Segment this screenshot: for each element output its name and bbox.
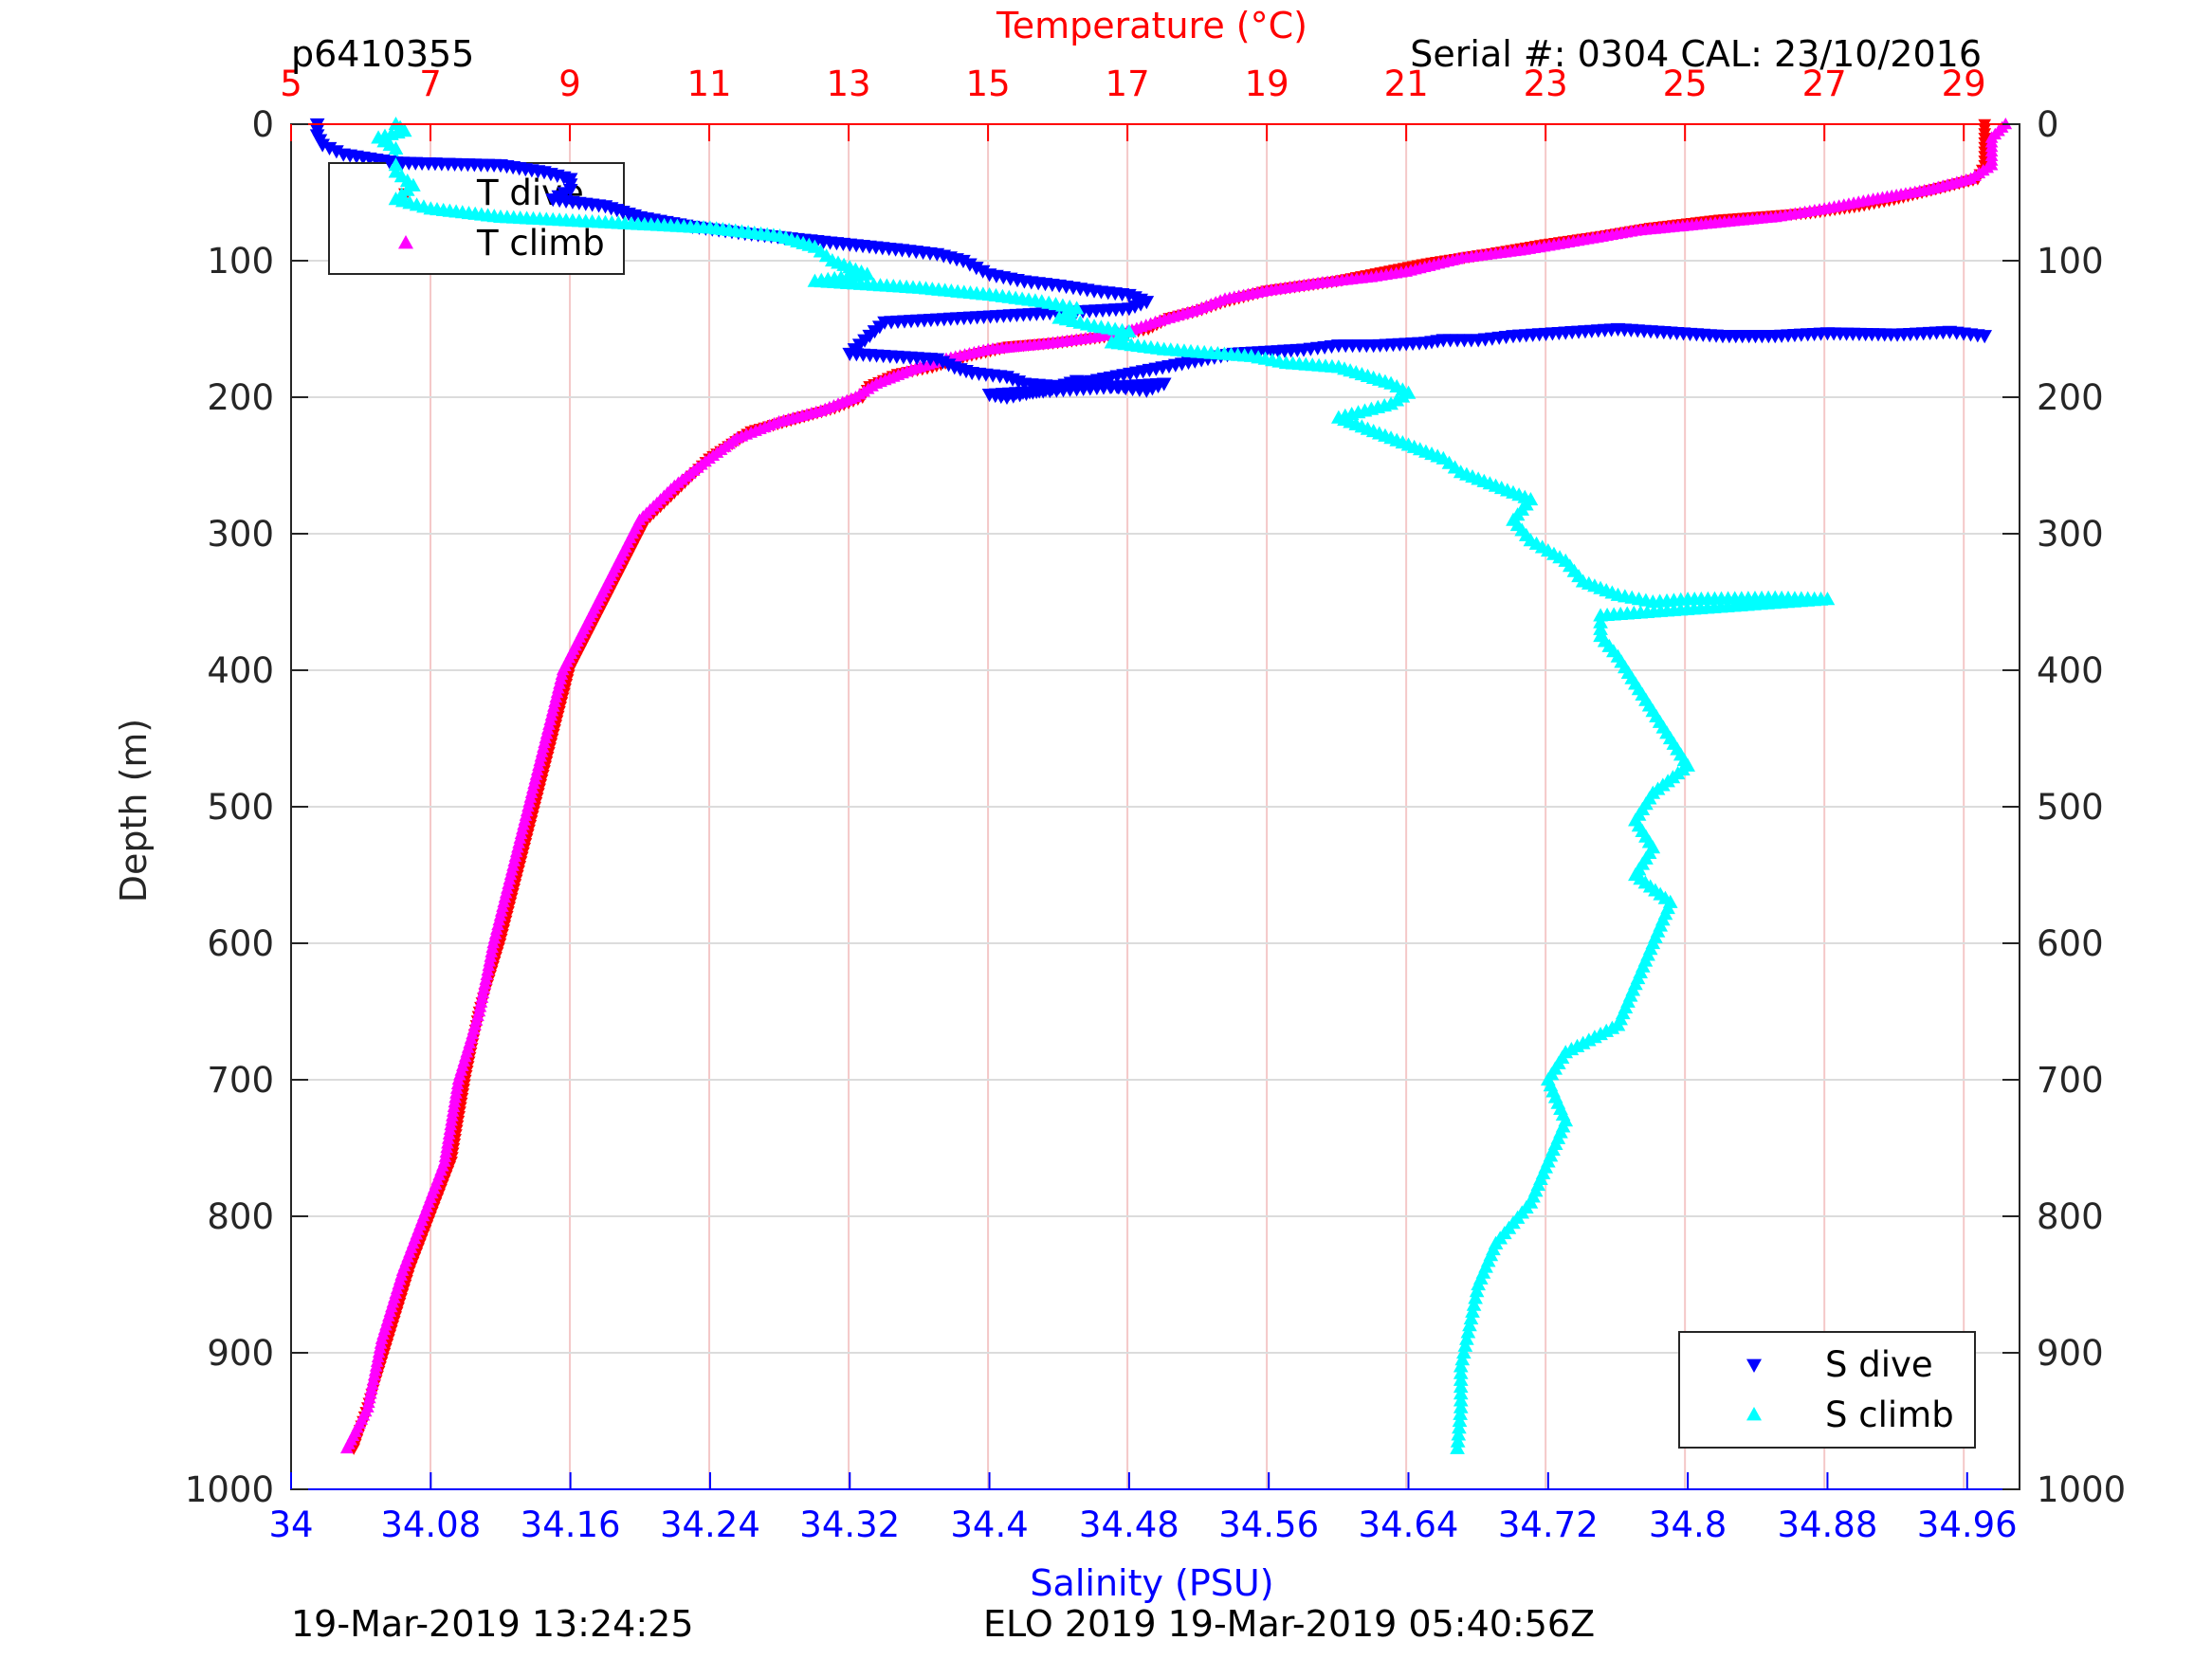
profile-id: p6410355: [291, 33, 474, 75]
depth-tick-label-right: 300: [2037, 514, 2104, 555]
temperature-tick-label: 27: [1802, 64, 1847, 104]
grid-lines: [290, 123, 2020, 1490]
legend-t-climb-marker: [398, 235, 413, 249]
salinity-tick-label: 34.72: [1498, 1504, 1599, 1545]
legend-t-climb-label: T climb: [476, 223, 605, 264]
depth-tick-label-right: 800: [2037, 1196, 2104, 1237]
depth-tick-label-left: 800: [207, 1196, 274, 1237]
salinity-tick-label: 34.48: [1079, 1504, 1179, 1545]
temperature-tick-label: 23: [1524, 64, 1568, 104]
depth-tick-label-right: 0: [2037, 104, 2059, 145]
depth-tick-label-right: 100: [2037, 241, 2104, 282]
footer-dive-info: ELO 2019 19-Mar-2019 05:40:56Z: [983, 1603, 1595, 1645]
depth-tick-label-left: 600: [207, 923, 274, 964]
temperature-axis-label: Temperature (°C): [996, 5, 1307, 46]
data-point: [339, 1441, 354, 1454]
depth-tick-label-left: 1000: [185, 1469, 274, 1510]
temperature-tick-label: 9: [558, 64, 581, 104]
salinity-tick-label: 34.08: [380, 1504, 481, 1545]
depth-tick-label-right: 600: [2037, 923, 2104, 964]
depth-tick-label-right: 500: [2037, 787, 2104, 828]
temperature-tick-label: 25: [1663, 64, 1708, 104]
legend-s-climb-marker: [1746, 1407, 1762, 1421]
depth-tick-label-left: 900: [207, 1333, 274, 1374]
legend-s-climb-label: S climb: [1825, 1395, 1954, 1435]
temperature-tick-label: 21: [1384, 64, 1429, 104]
depth-tick-label-right: 700: [2037, 1060, 2104, 1101]
depth-tick-label-left: 500: [207, 787, 274, 828]
overlap-s-dive: [381, 155, 631, 220]
temperature-tick-label: 5: [280, 64, 302, 104]
overlap-s-climb: [388, 157, 633, 229]
depth-tick-label-right: 900: [2037, 1333, 2104, 1374]
temperature-tick-label: 29: [1942, 64, 1986, 104]
depth-tick-label-right: 400: [2037, 650, 2104, 691]
salinity-legend: S dive S climb: [1678, 1331, 1976, 1449]
depth-tick-label-right: 1000: [2037, 1469, 2126, 1510]
salinity-axis-label: Salinity (PSU): [1030, 1562, 1273, 1604]
legend-overlap-data: [381, 155, 633, 229]
salinity-tick-label: 34.56: [1218, 1504, 1319, 1545]
temperature-tick-label: 15: [966, 64, 1011, 104]
data-point: [615, 206, 631, 220]
depth-tick-label-left: 400: [207, 650, 274, 691]
temperature-tick-label: 7: [419, 64, 442, 104]
depth-tick-label-left: 700: [207, 1060, 274, 1101]
depth-tick-label-left: 200: [207, 377, 274, 418]
temperature-tick-label: 17: [1106, 64, 1150, 104]
data-point: [617, 215, 633, 229]
depth-axis-label: Depth (m): [113, 719, 155, 903]
depth-tick-label-left: 100: [207, 241, 274, 282]
legend-s-dive-marker: [1746, 1358, 1762, 1373]
salinity-tick-label: 34.96: [1917, 1504, 2018, 1545]
data-point: [1450, 1440, 1465, 1454]
depth-tick-label-left: 0: [251, 104, 274, 145]
data-series: [309, 116, 2013, 1455]
axes-frame: [290, 123, 2020, 1490]
salinity-tick-label: 34: [268, 1504, 313, 1545]
data-point: [1977, 330, 1993, 344]
salinity-tick-label: 34.8: [1649, 1504, 1727, 1545]
salinity-tick-label: 34.88: [1777, 1504, 1877, 1545]
serial-calibration: Serial #: 0304 CAL: 23/10/2016: [1410, 33, 1982, 75]
temperature-tick-label: 11: [687, 64, 732, 104]
salinity-tick-label: 34.24: [660, 1504, 760, 1545]
temperature-tick-label: 13: [827, 64, 871, 104]
footer-timestamp: 19-Mar-2019 13:24:25: [291, 1603, 694, 1645]
legend-s-dive-label: S dive: [1825, 1344, 1933, 1385]
salinity-tick-label: 34.4: [950, 1504, 1028, 1545]
depth-tick-label-left: 300: [207, 514, 274, 555]
salinity-tick-label: 34.64: [1359, 1504, 1459, 1545]
salinity-tick-label: 34.16: [521, 1504, 621, 1545]
salinity-tick-label: 34.32: [799, 1504, 900, 1545]
temperature-tick-label: 19: [1245, 64, 1289, 104]
depth-tick-label-right: 200: [2037, 377, 2104, 418]
tick-labels: 0 0 100 100 200 200 300 300 400 400 500 500 600 600 70…: [185, 64, 2126, 1545]
